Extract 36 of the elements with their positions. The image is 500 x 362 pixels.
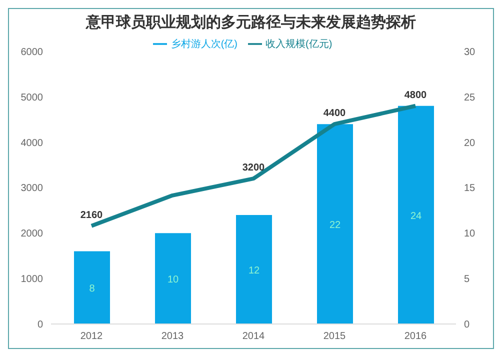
y2-tick-label: 15	[464, 183, 476, 194]
data-label: 22	[329, 220, 341, 232]
bar	[74, 251, 110, 324]
x-tick-label: 2014	[242, 331, 266, 342]
bar	[317, 124, 353, 324]
y2-tick-label: 25	[464, 92, 476, 104]
bar	[236, 214, 272, 324]
y2-tick-label: 0	[464, 320, 470, 331]
x-tick-label: 2015	[323, 331, 346, 342]
y-tick-label: 0	[37, 320, 44, 331]
y2-tick-label: 10	[464, 228, 476, 240]
y-tick-label: 6000	[20, 46, 44, 58]
data-label: 3200	[242, 162, 266, 174]
data-label: 4800	[404, 90, 428, 101]
data-label: 10	[167, 274, 179, 286]
bar	[398, 106, 434, 324]
x-tick-label: 2012	[80, 331, 104, 342]
data-label: 8	[89, 284, 96, 295]
legend-label: 收入规模(亿元)	[266, 39, 332, 50]
y2-tick-label: 5	[464, 274, 470, 286]
legend-label: 乡村游人次(亿)	[170, 39, 238, 50]
bar	[155, 233, 191, 324]
data-label: 24	[410, 210, 422, 222]
y-tick-label: 1000	[20, 274, 44, 286]
data-label: 12	[248, 265, 260, 276]
y-tick-label: 3000	[20, 183, 44, 194]
x-tick-label: 2016	[404, 331, 428, 342]
chart-title: 意甲球员职业规划的多元路径与未来发展趋势探析	[84, 13, 417, 32]
y-tick-label: 5000	[20, 92, 44, 104]
y-tick-label: 4000	[20, 138, 44, 149]
data-label: 2160	[80, 210, 104, 221]
y-tick-label: 2000	[20, 228, 44, 240]
y2-tick-label: 30	[464, 46, 476, 58]
data-label: 4400	[323, 108, 346, 120]
y2-tick-label: 20	[464, 138, 476, 149]
x-tick-label: 2013	[161, 331, 184, 342]
